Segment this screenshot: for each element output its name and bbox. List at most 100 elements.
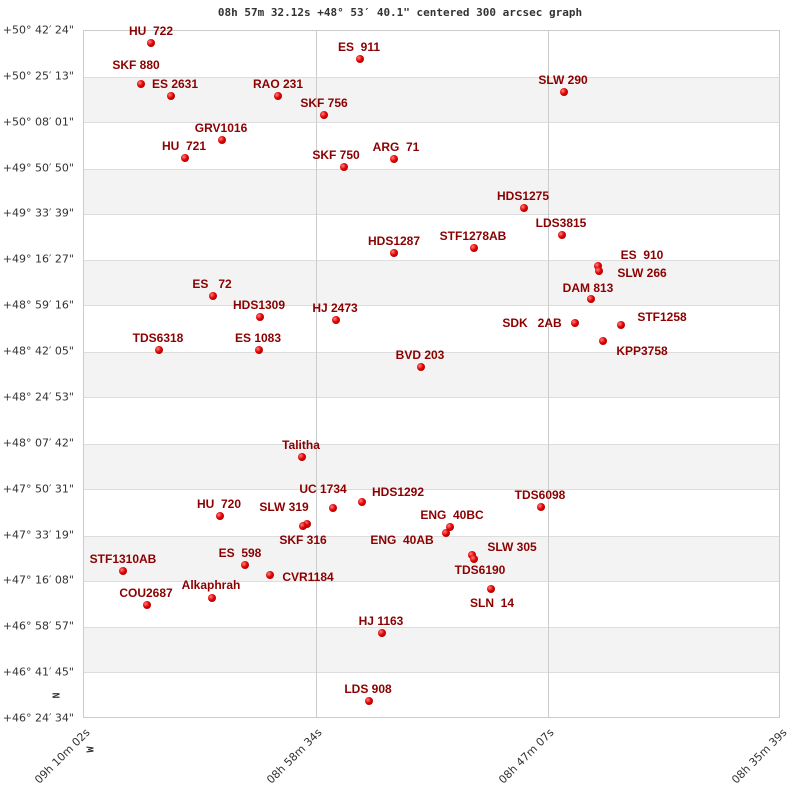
y-tick-label: +49° 33′ 39" (2, 206, 74, 220)
y-tick-label: +48° 24′ 53" (2, 390, 74, 404)
star-label: SKF 756 (300, 96, 348, 110)
star-marker[interactable] (332, 316, 340, 324)
star-label: HU 722 (128, 24, 174, 38)
star-label: LDS3815 (535, 216, 587, 230)
x-tick-label: 08h 47m 07s (496, 726, 557, 787)
star-label: ES 1083 (234, 331, 282, 345)
star-marker[interactable] (594, 262, 602, 270)
star-label: COU2687 (119, 586, 173, 600)
star-marker[interactable] (181, 154, 189, 162)
grid-band (84, 535, 779, 582)
star-label: Talitha (282, 438, 320, 452)
star-marker[interactable] (299, 522, 307, 530)
star-marker[interactable] (208, 594, 216, 602)
star-marker[interactable] (274, 92, 282, 100)
star-marker[interactable] (470, 555, 478, 563)
x-tick-label: 09h 10m 02s (31, 726, 93, 787)
north-indicator: N (51, 692, 63, 699)
y-tick-label: +46° 58′ 57" (2, 619, 74, 633)
star-label: HDS1292 (371, 485, 425, 499)
star-label: ES 2631 (151, 77, 199, 91)
star-marker[interactable] (266, 571, 274, 579)
star-label: DAM 813 (562, 281, 614, 295)
y-tick-label: +50° 08′ 01" (2, 115, 74, 129)
star-label: ES 911 (337, 40, 381, 54)
star-label: SKF 750 (312, 148, 360, 162)
star-label: HU 720 (196, 497, 242, 511)
star-label: SLN 14 (469, 596, 515, 610)
star-marker[interactable] (256, 313, 264, 321)
star-marker[interactable] (487, 585, 495, 593)
star-marker[interactable] (218, 136, 226, 144)
star-marker[interactable] (320, 111, 328, 119)
grid-band (84, 443, 779, 490)
star-marker[interactable] (298, 453, 306, 461)
star-marker[interactable] (119, 567, 127, 575)
star-marker[interactable] (520, 204, 528, 212)
star-marker[interactable] (599, 337, 607, 345)
star-marker[interactable] (446, 523, 454, 531)
star-marker[interactable] (155, 346, 163, 354)
star-marker[interactable] (241, 561, 249, 569)
star-marker[interactable] (329, 504, 337, 512)
star-label: HJ 2473 (312, 301, 358, 315)
star-marker[interactable] (587, 295, 595, 303)
star-marker[interactable] (378, 629, 386, 637)
star-label: GRV1016 (194, 121, 248, 135)
star-label: HDS1309 (232, 298, 286, 312)
plot-area (83, 30, 780, 718)
star-marker[interactable] (558, 231, 566, 239)
y-tick-label: +50° 42′ 24" (2, 23, 74, 37)
star-label: Alkaphrah (181, 578, 241, 592)
star-label: ES 910 (620, 248, 664, 262)
star-marker[interactable] (595, 267, 603, 275)
star-label: TDS6098 (514, 488, 566, 502)
star-label: ARG 71 (372, 140, 420, 154)
star-marker[interactable] (417, 363, 425, 371)
grid-line (316, 31, 317, 717)
star-label: SLW 305 (487, 540, 537, 554)
grid-band (84, 352, 779, 399)
star-label: HU 721 (161, 139, 207, 153)
star-marker[interactable] (209, 292, 217, 300)
y-tick-label: +47° 50′ 31" (2, 482, 74, 496)
star-label: SLW 290 (538, 73, 588, 87)
star-label: HDS1275 (496, 189, 550, 203)
star-marker[interactable] (255, 346, 263, 354)
star-label: ES 598 (218, 546, 262, 560)
star-label: BVD 203 (395, 348, 445, 362)
star-label: HDS1287 (367, 234, 421, 248)
star-label: SDK 2AB (502, 316, 562, 330)
star-label: SLW 266 (617, 266, 667, 280)
star-marker[interactable] (358, 498, 366, 506)
star-marker[interactable] (356, 55, 364, 63)
star-label: TDS6190 (454, 563, 506, 577)
y-tick-label: +49° 50′ 50" (2, 161, 74, 175)
star-marker[interactable] (390, 249, 398, 257)
y-tick-label: +48° 59′ 16" (2, 298, 74, 312)
star-marker[interactable] (137, 80, 145, 88)
star-marker[interactable] (216, 512, 224, 520)
grid-band (84, 168, 779, 215)
star-marker[interactable] (470, 244, 478, 252)
star-marker[interactable] (167, 92, 175, 100)
star-marker[interactable] (147, 39, 155, 47)
y-tick-label: +49° 16′ 27" (2, 252, 74, 266)
star-marker[interactable] (617, 321, 625, 329)
grid-line (548, 31, 549, 717)
y-tick-label: +47° 16′ 08" (2, 573, 74, 587)
star-marker[interactable] (390, 155, 398, 163)
star-marker[interactable] (365, 697, 373, 705)
star-marker[interactable] (340, 163, 348, 171)
star-marker[interactable] (442, 529, 450, 537)
star-marker[interactable] (571, 319, 579, 327)
star-marker[interactable] (143, 601, 151, 609)
star-marker[interactable] (303, 520, 311, 528)
grid-band (84, 260, 779, 307)
star-marker[interactable] (560, 88, 568, 96)
star-label: HJ 1163 (358, 614, 404, 628)
star-label: TDS6318 (132, 331, 184, 345)
star-label: SKF 880 (112, 58, 160, 72)
star-label: CVR1184 (282, 570, 334, 584)
star-marker[interactable] (537, 503, 545, 511)
